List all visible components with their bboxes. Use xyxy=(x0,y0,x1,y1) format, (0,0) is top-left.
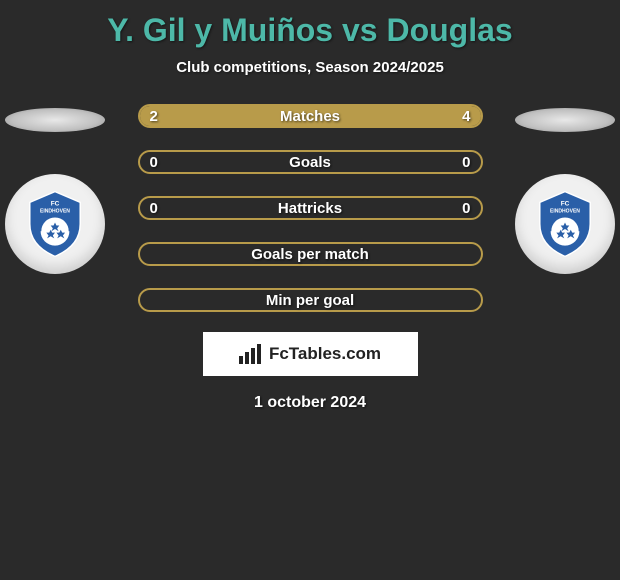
stat-row: 0 Hattricks 0 xyxy=(138,196,483,220)
stat-label: Matches xyxy=(280,108,340,125)
date-label: 1 october 2024 xyxy=(0,394,620,412)
left-player-column: FC EINDHOVEN xyxy=(0,104,110,274)
stat-row: Min per goal xyxy=(138,288,483,312)
club-badge-left: FC EINDHOVEN xyxy=(5,174,105,274)
svg-text:FC: FC xyxy=(561,200,570,207)
stat-value-left: 0 xyxy=(150,154,158,171)
stat-row: 2 Matches 4 xyxy=(138,104,483,128)
stat-label: Hattricks xyxy=(278,200,342,217)
svg-text:EINDHOVEN: EINDHOVEN xyxy=(550,208,580,214)
stat-value-left: 2 xyxy=(150,108,158,125)
club-badge-right: FC EINDHOVEN xyxy=(515,174,615,274)
branding-box[interactable]: FcTables.com xyxy=(203,332,418,376)
stat-label: Goals xyxy=(289,154,331,171)
comparison-content: FC EINDHOVEN FC EINDHOVEN xyxy=(0,104,620,312)
stat-value-right: 4 xyxy=(462,108,470,125)
stat-row: Goals per match xyxy=(138,242,483,266)
stat-label: Min per goal xyxy=(266,292,354,309)
stat-rows: 2 Matches 4 0 Goals 0 0 Hattricks 0 Goals per mat… xyxy=(138,104,483,312)
page-title: Y. Gil y Muiños vs Douglas xyxy=(0,0,620,49)
stat-value-right: 0 xyxy=(462,200,470,217)
eindhoven-badge-icon: FC EINDHOVEN xyxy=(19,188,91,260)
bars-icon xyxy=(239,344,263,364)
svg-text:EINDHOVEN: EINDHOVEN xyxy=(40,208,70,214)
branding-text: FcTables.com xyxy=(269,344,381,364)
right-player-column: FC EINDHOVEN xyxy=(510,104,620,274)
stat-row: 0 Goals 0 xyxy=(138,150,483,174)
player-photo-placeholder-right xyxy=(515,108,615,132)
stat-value-right: 0 xyxy=(462,154,470,171)
subtitle: Club competitions, Season 2024/2025 xyxy=(0,59,620,76)
stat-label: Goals per match xyxy=(251,246,369,263)
stat-value-left: 0 xyxy=(150,200,158,217)
svg-text:FC: FC xyxy=(51,200,60,207)
eindhoven-badge-icon: FC EINDHOVEN xyxy=(529,188,601,260)
player-photo-placeholder-left xyxy=(5,108,105,132)
